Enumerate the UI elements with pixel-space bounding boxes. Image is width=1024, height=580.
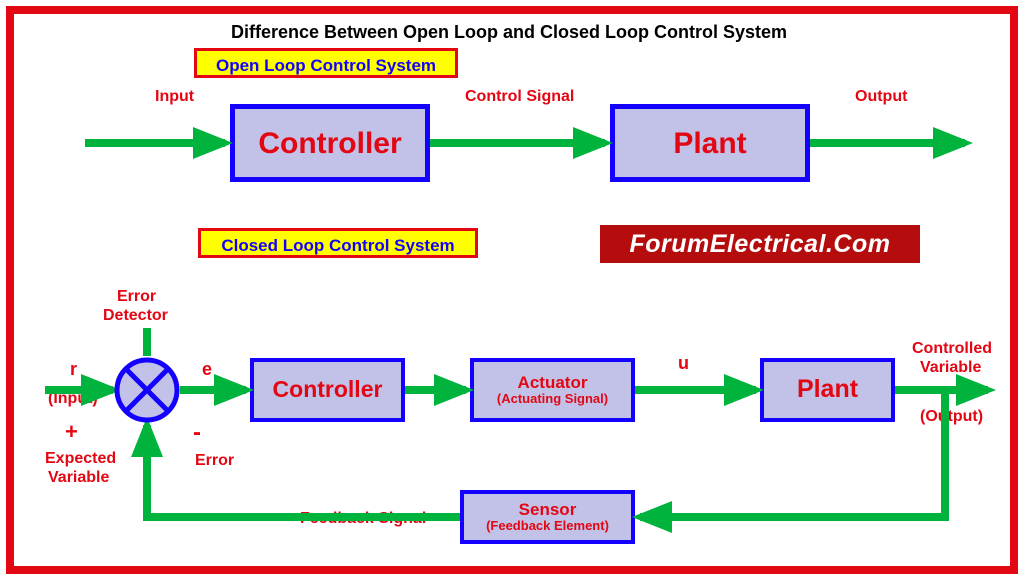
closed-sensor-block-label: Sensor [519, 501, 577, 520]
closed-sensor-block-sublabel: (Feedback Element) [486, 519, 609, 533]
open-label-control_signal: Control Signal [465, 88, 574, 106]
watermark: ForumElectrical.Com [600, 225, 920, 263]
closed-label-minus: - [193, 420, 201, 446]
open-label-output: Output [855, 88, 907, 106]
closed-label-error_detector_2: Detector [103, 307, 168, 325]
open-controller-block-label: Controller [258, 127, 401, 160]
closed-label-input: (Input) [48, 390, 98, 408]
closed-label-r: r [70, 360, 77, 380]
closed-plant-block-label: Plant [797, 376, 858, 404]
closed-label-expected_1: Expected [45, 450, 116, 468]
closed-actuator-block-sublabel: (Actuating Signal) [497, 392, 608, 406]
closed-label-u: u [678, 354, 689, 374]
closed-controller-block: Controller [250, 358, 405, 422]
closed-label-feedback: Feedback Signal [300, 510, 426, 528]
closed-label-expected_2: Variable [48, 469, 109, 487]
closed-label-cv_2: Variable [920, 359, 981, 377]
open-plant-block-label: Plant [673, 127, 746, 160]
open-loop-section-label: Open Loop Control System [194, 48, 458, 78]
closed-label-c: c [970, 380, 980, 400]
closed-loop-section-label: Closed Loop Control System [198, 228, 478, 258]
closed-label-cv_1: Controlled [912, 340, 992, 358]
closed-label-output: (Output) [920, 408, 983, 426]
closed-controller-block-label: Controller [273, 377, 383, 402]
closed-actuator-block-label: Actuator [518, 374, 588, 393]
page-title: Difference Between Open Loop and Closed … [231, 22, 787, 43]
closed-label-plus: + [65, 420, 78, 444]
open-label-input: Input [155, 88, 194, 106]
closed-actuator-block: Actuator(Actuating Signal) [470, 358, 635, 422]
closed-sensor-block: Sensor(Feedback Element) [460, 490, 635, 544]
open-controller-block: Controller [230, 104, 430, 182]
open-plant-block: Plant [610, 104, 810, 182]
closed-label-error: Error [195, 452, 234, 470]
closed-label-e: e [202, 360, 212, 380]
closed-plant-block: Plant [760, 358, 895, 422]
closed-label-error_detector_1: Error [117, 288, 156, 306]
